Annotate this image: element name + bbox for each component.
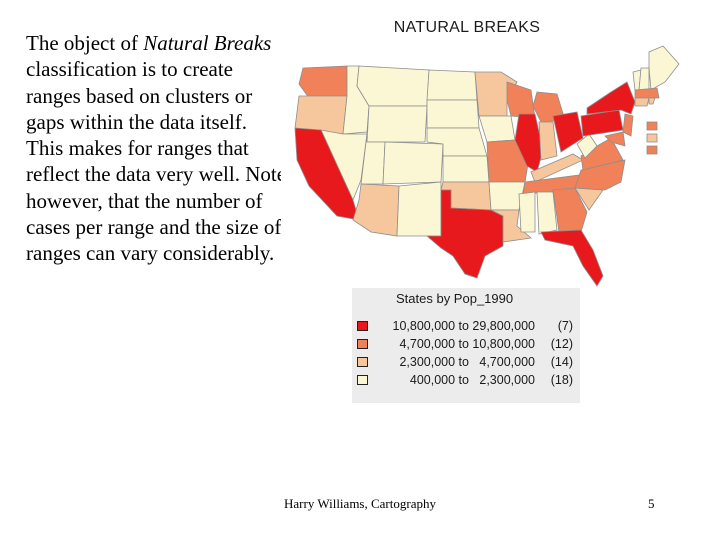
- legend-entry: 10,800,000 to 29,800,000 (7): [357, 318, 577, 335]
- legend-count: (12): [550, 337, 573, 351]
- body-paragraph: The object of Natural Breaks classificat…: [26, 30, 288, 267]
- legend-swatch: [357, 375, 368, 385]
- legend-count: (18): [550, 373, 573, 387]
- legend-range: 10,800,000 to 29,800,000: [392, 319, 536, 333]
- us-states-map: [294, 45, 680, 287]
- state-connecticut: [634, 97, 650, 107]
- state-callout-box: [646, 133, 658, 143]
- legend-entry: 400,000 to 2,300,000 (18): [357, 372, 577, 389]
- state-kansas: [442, 155, 490, 183]
- state-massachusetts: [634, 87, 660, 99]
- legend-count: (7): [557, 319, 573, 333]
- legend-swatch: [357, 339, 368, 349]
- state-north-dakota: [426, 69, 478, 101]
- state-maryland: [604, 131, 626, 147]
- state-california: [294, 127, 360, 221]
- state-new-york: [586, 81, 636, 115]
- state-washington: [298, 65, 348, 99]
- choropleth-map: NATURAL BREAKS: [281, 10, 704, 290]
- map-title: NATURAL BREAKS: [393, 19, 541, 36]
- state-new-hampshire: [638, 67, 650, 91]
- state-texas: [425, 189, 504, 279]
- legend-entry: 2,300,000 to 4,700,000 (14): [357, 354, 577, 371]
- legend-swatch: [357, 357, 368, 367]
- state-florida: [540, 229, 604, 287]
- legend-swatch: [357, 321, 368, 331]
- legend-entry: 4,700,000 to 10,800,000 (12): [357, 336, 577, 353]
- state-louisiana: [490, 209, 532, 243]
- state-montana: [356, 65, 430, 107]
- page-number: 5: [648, 496, 655, 511]
- state-ohio: [552, 111, 584, 153]
- state-michigan: [532, 91, 566, 123]
- state-rhode-island: [648, 97, 656, 105]
- state-callout-box: [646, 121, 658, 131]
- state-colorado: [382, 141, 444, 185]
- legend-range: 400,000 to 2,300,000: [409, 373, 535, 387]
- state-georgia: [552, 187, 588, 233]
- body-text-italic: Natural Breaks: [143, 31, 272, 55]
- legend-range: 2,300,000 to 4,700,000: [399, 355, 535, 369]
- state-maine: [648, 45, 680, 91]
- state-wyoming: [366, 105, 428, 143]
- body-text-run: The object of: [26, 31, 144, 55]
- state-new-jersey: [622, 113, 634, 137]
- legend-range: 4,700,000 to 10,800,000: [399, 337, 535, 351]
- state-indiana: [538, 121, 558, 161]
- state-alabama: [536, 191, 558, 235]
- state-south-dakota: [426, 99, 480, 129]
- state-arizona: [352, 183, 400, 237]
- state-missouri: [486, 139, 530, 183]
- slide-footer: Harry Williams, Cartography: [284, 496, 436, 511]
- state-west-virginia: [576, 133, 598, 159]
- map-legend: States by Pop_1990 10,800,000 to 29,800,…: [352, 288, 580, 403]
- state-iowa: [478, 115, 516, 143]
- state-callout-box: [646, 145, 658, 155]
- body-text-run: classification is to create ranges based…: [26, 57, 287, 266]
- state-wisconsin: [506, 81, 536, 119]
- state-mississippi: [518, 191, 536, 233]
- legend-count: (14): [550, 355, 573, 369]
- legend-title: States by Pop_1990: [396, 291, 514, 306]
- state-new-mexico: [396, 181, 442, 237]
